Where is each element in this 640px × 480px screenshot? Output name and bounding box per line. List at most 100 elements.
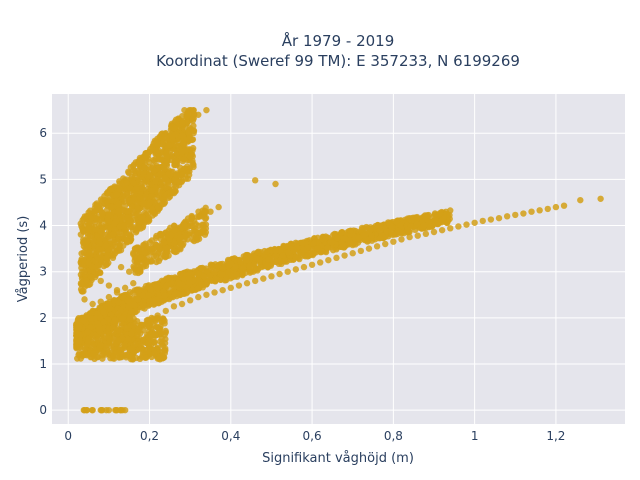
data-point [74,317,82,325]
data-point [137,254,144,261]
data-point [127,216,134,224]
data-point [118,315,126,322]
data-point [81,268,88,276]
data-point [342,235,349,242]
data-point [161,238,168,246]
data-point [148,258,156,265]
data-point [135,267,143,274]
data-point [143,323,150,330]
data-point [137,213,144,221]
chart-title-line-1: År 1979 - 2019 [282,31,395,50]
data-point [203,291,210,298]
data-point [292,266,300,273]
data-point [84,237,91,245]
data-point [80,257,87,264]
data-point [100,262,108,270]
data-point [110,329,117,336]
data-point [97,228,105,235]
data-point [171,291,178,298]
data-point [151,137,159,144]
data-point [232,271,240,278]
data-point [329,239,336,246]
data-point [154,146,162,154]
data-point [404,226,411,234]
x-tick-label: 0,2 [140,429,159,443]
data-point [83,277,90,285]
data-point [178,148,186,156]
data-point [124,208,131,215]
x-tick-label: 0,8 [384,429,403,443]
data-point [430,228,438,236]
data-point [111,297,118,304]
data-point [148,246,155,253]
data-point [113,289,121,296]
data-point [438,217,446,224]
data-point [157,254,164,262]
data-point [96,251,104,258]
data-point [100,350,107,357]
data-point [161,320,168,327]
data-point [311,234,318,242]
data-point [189,236,196,243]
data-point [317,259,324,266]
data-point [145,328,153,335]
data-point [105,197,112,204]
data-point [151,330,159,338]
data-point [422,230,430,238]
data-point [260,275,267,282]
data-point [272,180,279,188]
data-point [190,161,197,168]
data-point [143,354,150,361]
data-point [251,277,259,285]
data-point [200,221,207,229]
data-point [105,349,112,356]
data-point [171,124,178,132]
data-point [163,282,171,289]
data-point [133,307,141,314]
data-point [112,249,119,257]
data-point [171,226,178,234]
data-point [512,211,519,219]
data-point [129,203,136,211]
data-point [128,330,135,337]
data-points [73,106,604,414]
data-point [100,318,107,326]
data-point [536,207,543,214]
data-point [150,297,157,305]
data-point [268,273,275,280]
data-point [479,217,486,225]
data-point [150,167,158,174]
data-point [325,256,332,264]
data-point [92,226,100,233]
y-axis-ticks: 0 1 2 3 4 5 6 [39,126,47,417]
data-point [183,113,191,120]
data-point [203,106,210,114]
data-point [77,220,84,227]
data-point [158,340,165,347]
data-point [398,236,405,243]
data-point [113,238,121,246]
data-point [182,232,189,240]
data-point [126,316,133,323]
data-point [112,406,120,414]
data-point [284,268,291,275]
data-point [94,262,101,269]
data-point [105,282,113,289]
data-point [123,351,130,359]
data-point [105,335,112,342]
data-point [171,159,179,166]
data-point [237,258,244,265]
data-point [141,257,149,265]
data-point [99,209,106,217]
data-point [213,276,221,283]
data-point [198,281,205,288]
data-point [111,316,119,324]
data-point [95,246,103,253]
x-tick-label: 0,6 [303,429,322,443]
data-point [177,246,184,253]
data-point [185,128,192,136]
data-point [182,175,189,182]
data-point [186,297,194,304]
data-point [145,181,153,188]
